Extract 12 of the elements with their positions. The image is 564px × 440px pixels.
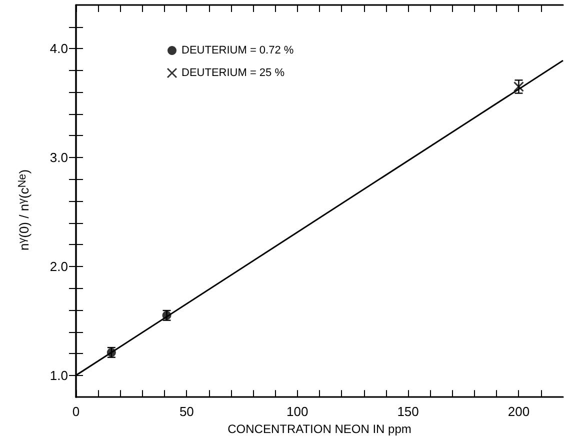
legend-label: DEUTERIUM = 0.72 % [182,44,294,56]
legend-label: DEUTERIUM = 25 % [182,67,285,79]
x-tick-label: 100 [286,404,308,420]
x-tick-label: 50 [179,404,194,420]
y-tick-label: 3.0 [50,150,68,165]
x-tick-label: 200 [508,404,530,420]
y-tick-label: 4.0 [50,41,68,56]
x-tick-label: 150 [397,404,419,420]
x-tick-label: 0 [72,404,80,420]
y-tick-label: 2.0 [50,258,68,274]
x-axis-title: CONCENTRATION NEON IN ppm [228,422,412,436]
y-tick-label: 1.0 [50,368,68,383]
